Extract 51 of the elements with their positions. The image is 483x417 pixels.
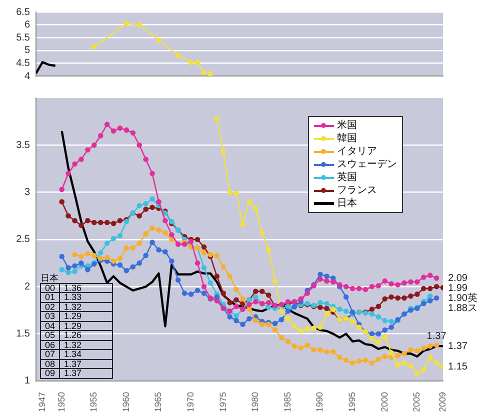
y-tick-label: 6.5 <box>16 6 30 18</box>
annotation: 01 1.33 <box>44 292 83 302</box>
y-tick-label: 2 <box>24 281 30 292</box>
x-tick-label: 2005 <box>412 392 422 412</box>
annotation: 03 1.29 <box>44 311 83 322</box>
y-tick-label: 1 <box>24 376 30 387</box>
legend-label: イタリア <box>337 145 377 158</box>
data-label: 1.37 <box>448 340 468 352</box>
x-tick-label: 1947 <box>36 392 47 412</box>
annotation: 05 1.26 <box>44 330 83 340</box>
data-label: 1.37 <box>426 330 447 342</box>
x-tick-label: 1995 <box>347 392 358 412</box>
data-label: 1.90英 <box>448 292 478 304</box>
x-tick-label: 1990 <box>314 392 325 412</box>
y-tick-label: 4.5 <box>16 58 30 69</box>
y-tick-label: 3 <box>24 187 30 198</box>
x-tick-label: 2000 <box>379 392 390 412</box>
annotation: 02 1.32 <box>44 302 83 312</box>
legend-label: 韓国 <box>337 132 357 145</box>
x-tick-label: 1950 <box>56 392 66 412</box>
legend-label: フランス <box>337 184 377 197</box>
annotation: 00 1.36 <box>44 282 83 293</box>
y-tick-label: 1.5 <box>16 328 30 340</box>
y-tick-label: 5.5 <box>16 32 30 44</box>
x-tick-label: 1960 <box>120 392 131 412</box>
legend-label: 米国 <box>337 119 357 132</box>
legend-label: 日本 <box>337 197 357 210</box>
annotation: 04 1.29 <box>44 320 83 331</box>
x-tick-label: 1970 <box>186 392 196 412</box>
annotation: 08 1.37 <box>44 358 83 369</box>
y-tick-label: 4 <box>24 70 30 82</box>
data-label: 1.15 <box>448 362 468 373</box>
x-tick-label: 1975 <box>218 392 228 412</box>
legend-label: スウェーデン <box>337 158 397 171</box>
annotation: 日本 <box>40 273 60 284</box>
y-tick-label: 3.5 <box>16 140 30 151</box>
data-label: 1.99 <box>448 282 468 294</box>
annotation: 07 1.34 <box>44 349 83 360</box>
data-label: 1.88ス <box>448 302 478 314</box>
y-tick-label: 2.5 <box>16 234 30 246</box>
x-tick-label: 1985 <box>282 392 292 412</box>
x-tick-label: 1955 <box>88 392 99 412</box>
annotation: 06 1.32 <box>44 340 83 350</box>
y-tick-label: 5 <box>24 45 30 56</box>
x-tick-label: 1965 <box>153 392 164 412</box>
data-label: 2.09 <box>448 272 468 284</box>
y-tick-label: 6 <box>24 20 30 31</box>
annotation: 09 1.37 <box>44 368 83 378</box>
x-tick-label: 2009 <box>437 392 448 412</box>
x-tick-label: 1980 <box>250 392 260 412</box>
legend-label: 英国 <box>337 171 357 184</box>
